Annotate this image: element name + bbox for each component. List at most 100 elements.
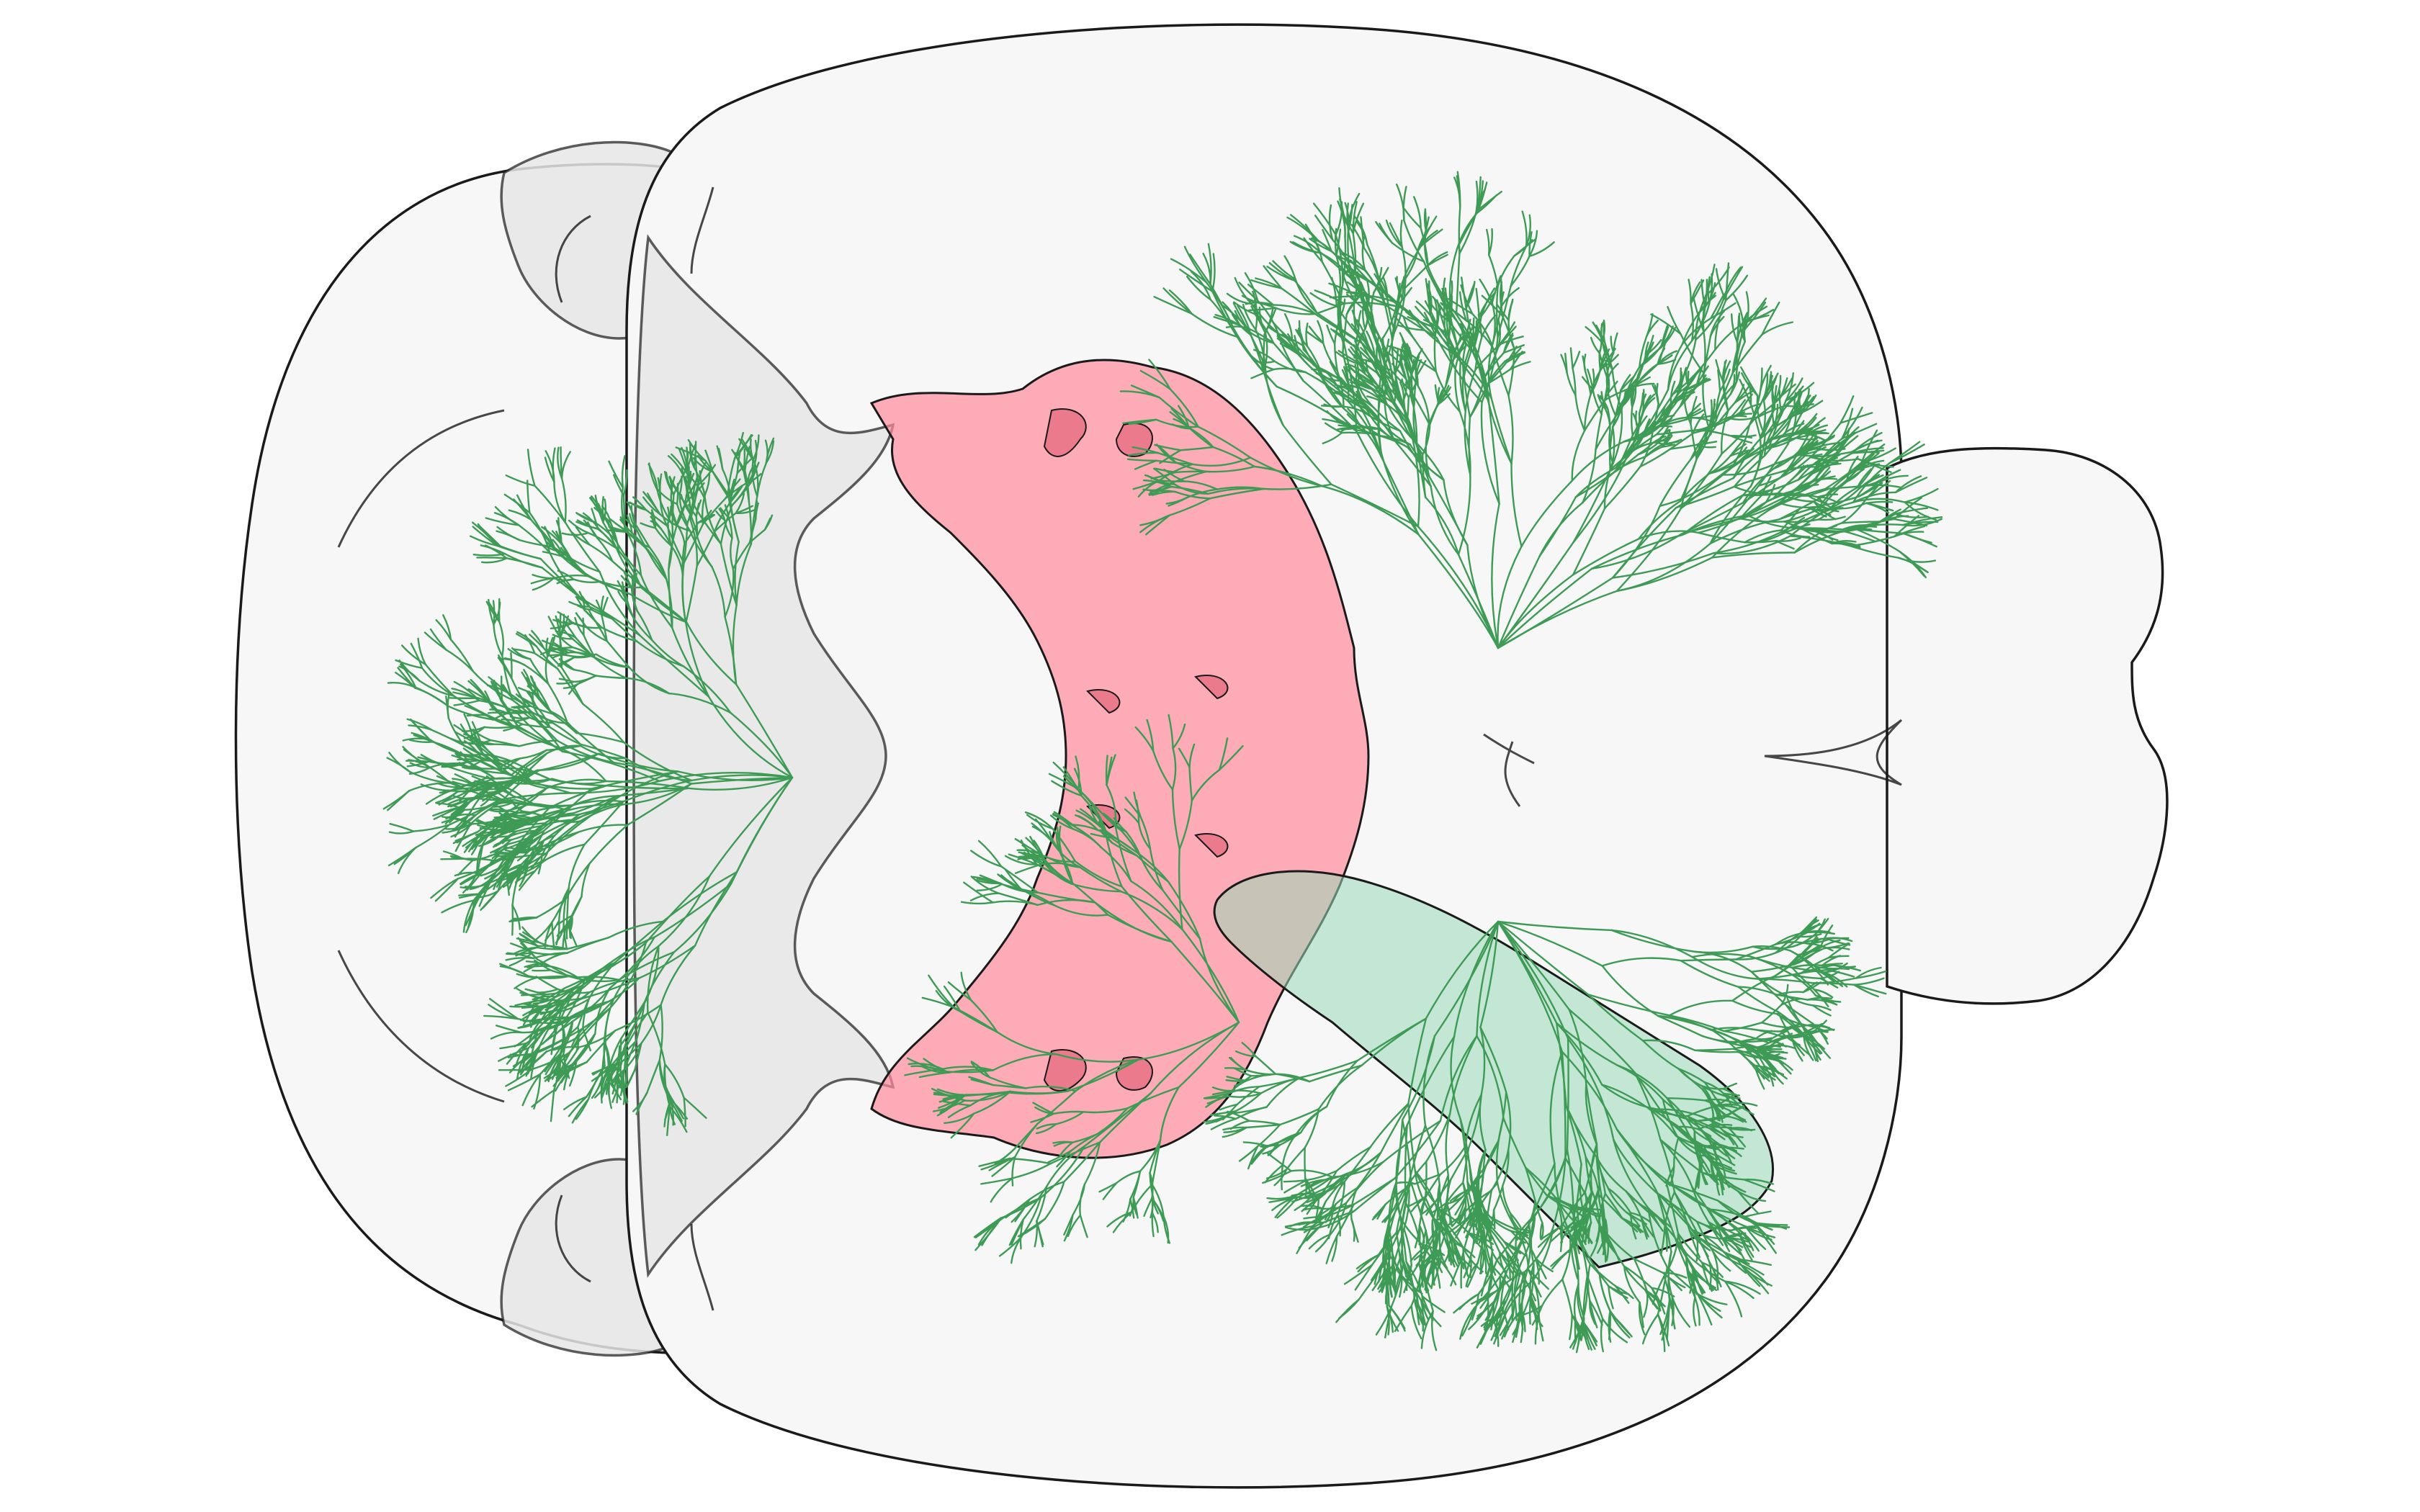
axon-branch: [1466, 544, 1500, 649]
axon-branch: [1572, 508, 1606, 576]
axon-branch: [1172, 723, 1186, 750]
axon-branch: [1472, 351, 1489, 400]
axon-branch: [1716, 1200, 1757, 1226]
axon-branch: [1474, 347, 1489, 400]
axon-branch: [1448, 320, 1474, 353]
axon-branch: [1694, 1048, 1734, 1051]
axon-branch: [1497, 590, 1618, 649]
axon-branch: [1509, 361, 1531, 371]
axon-branch: [1776, 991, 1804, 996]
axon-branch: [488, 602, 501, 623]
axon-branch: [473, 740, 495, 746]
axon-branch: [1738, 1228, 1760, 1252]
axon-branch: [505, 474, 536, 487]
axon-branch: [1763, 1065, 1785, 1076]
axon-branch: [1335, 228, 1342, 257]
axon-branch: [1603, 387, 1632, 401]
axon-branch: [1641, 1039, 1696, 1051]
axon-branch: [596, 528, 620, 552]
axon-branch: [556, 739, 614, 764]
axon-branch: [1677, 1068, 1706, 1084]
axon-branch: [590, 770, 679, 790]
axon-branch: [498, 621, 505, 657]
axon-branch: [1556, 1022, 1619, 1066]
axon-branch: [601, 977, 640, 1006]
axon-branch: [1529, 1293, 1537, 1316]
axon-branch: [1754, 1064, 1772, 1071]
axon-branch: [503, 723, 524, 732]
axon-branch: [1132, 1170, 1142, 1199]
axon-branch: [430, 878, 459, 899]
axon-branch: [1736, 1258, 1761, 1287]
axon-branch: [1814, 966, 1839, 970]
axon-branch: [1279, 1108, 1320, 1126]
axon-branch: [1826, 469, 1857, 495]
axon-branch: [450, 797, 470, 816]
axon-branch: [1709, 518, 1780, 545]
axon-branch: [1785, 372, 1794, 402]
pink-subregion-5: [1194, 675, 1229, 700]
axon-branch: [1249, 456, 1324, 487]
axon-branch: [1743, 1178, 1774, 1185]
axon-branch: [1746, 1043, 1778, 1060]
axon-branch: [1497, 920, 1603, 967]
axon-branch: [1321, 261, 1340, 296]
axon-branch: [733, 434, 753, 459]
axon-branch: [1659, 458, 1692, 507]
axon-branch: [550, 985, 578, 1006]
axon-branch: [1337, 375, 1353, 394]
axon-branch: [534, 844, 552, 873]
axon-branch: [417, 637, 426, 665]
axon-branch: [1059, 1141, 1074, 1156]
axon-branch: [576, 976, 620, 981]
axon-branch: [449, 639, 474, 672]
axon-branch: [1232, 1089, 1262, 1094]
axon-branch: [552, 634, 574, 640]
axon-branch: [532, 995, 557, 1001]
axon-branch: [1431, 1220, 1440, 1259]
axon-branch: [1621, 392, 1632, 408]
axon-branch: [1382, 1120, 1442, 1164]
axon-branch: [1616, 1064, 1664, 1101]
axon-branch: [1458, 356, 1492, 400]
axon-branch: [491, 850, 515, 854]
axon-branch: [1413, 196, 1422, 229]
axon-branch: [478, 699, 517, 713]
axon-branch: [1662, 1098, 1680, 1139]
olfactory-ventricle-mark: [1764, 719, 1903, 786]
axon-branch: [1701, 1085, 1714, 1106]
axon-branch: [1638, 393, 1647, 415]
axon-branch: [514, 1027, 539, 1048]
axon-branch: [457, 859, 474, 876]
axon-branch: [1389, 1256, 1402, 1275]
axon-branch: [1345, 1161, 1384, 1205]
axon-branch: [1130, 880, 1183, 930]
axon-branch: [1399, 1227, 1404, 1258]
axon-branch: [1561, 1278, 1573, 1316]
axon-branch: [1633, 1258, 1664, 1274]
axon-branch: [1401, 245, 1422, 284]
axon-branch: [1236, 336, 1278, 388]
axon-branch: [1768, 437, 1798, 449]
axon-branch: [744, 446, 750, 472]
axon-branch: [517, 687, 537, 696]
axon-branch: [630, 505, 636, 524]
axon-branch: [1623, 1265, 1653, 1290]
axon-branch: [1178, 799, 1193, 850]
axon-branch: [1440, 1174, 1450, 1223]
axon-branch: [1860, 447, 1896, 464]
axon-branch: [1791, 964, 1824, 969]
axon-branch: [1507, 395, 1514, 464]
axon-branch: [1841, 423, 1878, 440]
axon-branch: [456, 831, 479, 844]
axon-branch: [586, 626, 608, 642]
axon-branch: [1664, 1226, 1668, 1252]
axon-branch: [753, 439, 758, 464]
pink-subregion-2: [1115, 423, 1153, 457]
axon-branch: [1649, 1212, 1672, 1228]
axon-branch: [507, 852, 547, 876]
axon-branch: [583, 634, 596, 660]
axon-branch: [1497, 555, 1541, 649]
axon-branch: [542, 831, 580, 850]
axon-branch: [1778, 377, 1793, 400]
